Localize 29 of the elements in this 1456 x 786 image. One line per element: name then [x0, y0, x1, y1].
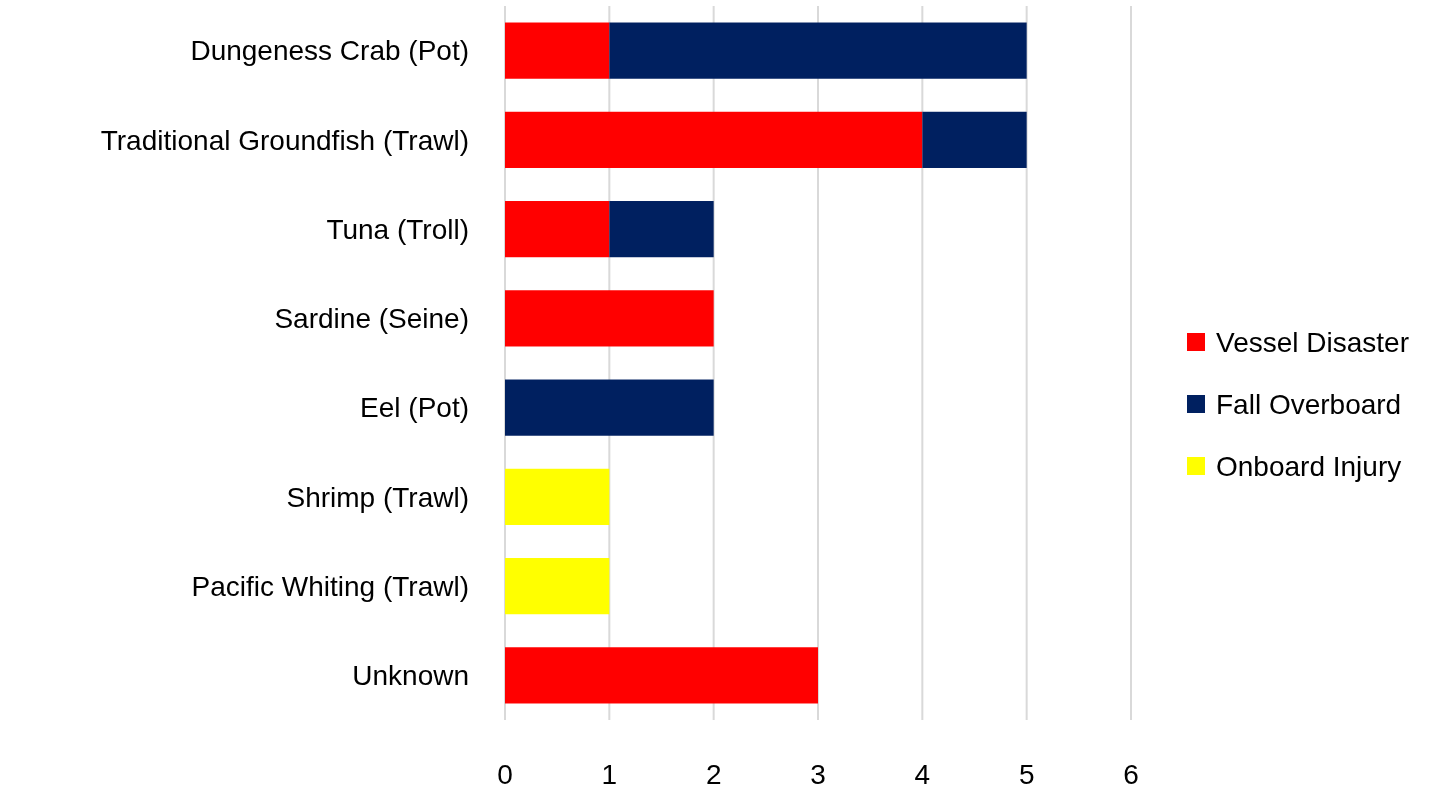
bar — [505, 22, 610, 79]
y-tick-label: Eel (Pot) — [360, 392, 469, 424]
x-tick-label: 1 — [601, 759, 618, 786]
bar — [505, 201, 610, 258]
legend-label: Fall Overboard — [1216, 388, 1402, 420]
y-tick-label: Unknown — [352, 660, 469, 692]
y-tick-label: Sardine (Seine) — [274, 303, 469, 335]
bar — [922, 111, 1027, 168]
legend-label: Onboard Injury — [1216, 450, 1402, 482]
y-tick-label: Dungeness Crab (Pot) — [190, 35, 469, 67]
bar — [505, 379, 714, 436]
x-tick-label: 0 — [497, 759, 513, 786]
bar — [609, 22, 1027, 79]
y-tick-label: Traditional Groundfish (Trawl) — [100, 124, 469, 156]
bar — [505, 647, 818, 704]
bar — [609, 201, 714, 258]
y-tick-label: Shrimp (Trawl) — [286, 481, 469, 513]
y-tick-label: Tuna (Troll) — [326, 213, 469, 245]
bar — [505, 468, 610, 525]
x-tick-label: 3 — [810, 759, 826, 786]
x-tick-label: 5 — [1018, 759, 1035, 786]
legend-label: Vessel Disaster — [1216, 326, 1409, 358]
x-tick-label: 6 — [1123, 759, 1139, 786]
bar — [505, 111, 923, 168]
x-tick-label: 2 — [705, 759, 722, 786]
bar — [505, 290, 714, 347]
y-tick-label: Pacific Whiting (Trawl) — [191, 570, 469, 602]
bar — [505, 558, 610, 615]
x-tick-label: 4 — [914, 759, 931, 786]
